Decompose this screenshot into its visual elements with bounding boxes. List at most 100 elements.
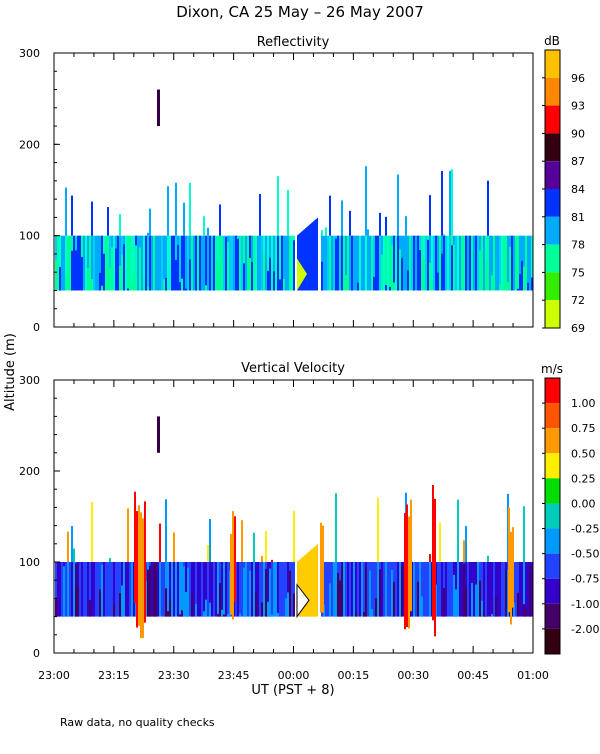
colorbar-segment	[545, 378, 560, 403]
colorbar-segment	[545, 453, 560, 478]
data-cell	[153, 236, 155, 291]
data-cell	[125, 562, 127, 617]
data-cell	[483, 612, 485, 617]
data-cell	[181, 610, 183, 616]
data-cell	[453, 575, 455, 617]
data-cell	[335, 493, 337, 562]
data-cell	[115, 562, 117, 617]
colorbar-label: -0.50	[571, 548, 599, 561]
data-cell	[144, 501, 146, 622]
y-tick-label: 100	[19, 230, 40, 243]
data-cell	[371, 562, 373, 617]
data-cell	[199, 258, 201, 290]
data-cell	[483, 236, 485, 291]
colorbar-label: -0.25	[571, 523, 599, 536]
data-cell	[505, 236, 507, 290]
data-cell	[347, 562, 349, 617]
data-cell	[95, 236, 97, 291]
data-cell	[217, 562, 219, 617]
data-cell	[365, 236, 367, 291]
x-tick-label: 00:45	[457, 669, 489, 682]
x-tick-label: 23:45	[218, 669, 250, 682]
data-cell	[377, 236, 379, 291]
data-cell	[107, 207, 109, 236]
data-cell	[169, 236, 171, 291]
data-cell	[232, 511, 234, 619]
data-cell	[281, 562, 283, 617]
data-cell	[455, 589, 457, 616]
data-cell	[189, 259, 191, 290]
data-cell	[353, 236, 355, 291]
data-cell	[322, 526, 324, 613]
data-cell	[463, 540, 465, 562]
data-cell	[127, 236, 129, 291]
data-cell	[257, 236, 259, 291]
colorbar-label: 0.00	[571, 497, 596, 510]
data-cell	[113, 604, 115, 617]
data-cell	[329, 583, 331, 616]
data-cell	[349, 562, 351, 617]
data-cell	[351, 236, 353, 291]
data-cell	[401, 258, 403, 291]
data-cell	[71, 196, 73, 236]
data-cell	[345, 275, 347, 290]
data-cell	[283, 279, 285, 291]
data-cell	[337, 236, 339, 291]
data-cell	[243, 568, 245, 617]
data-cell	[219, 204, 221, 235]
data-cell	[363, 562, 365, 617]
data-cell	[191, 593, 193, 616]
data-cell	[65, 562, 67, 617]
data-cell	[81, 562, 83, 617]
data-cell	[227, 562, 229, 617]
data-cell	[137, 236, 139, 291]
data-cell	[505, 571, 507, 617]
data-cell	[385, 285, 387, 290]
data-cell	[245, 567, 247, 617]
data-cell	[95, 562, 97, 617]
data-cell	[321, 230, 323, 236]
data-cell	[493, 562, 495, 617]
data-cell	[143, 277, 145, 291]
data-cell	[131, 282, 133, 290]
data-cell	[503, 562, 505, 617]
data-cell	[273, 562, 275, 617]
data-cell	[187, 236, 189, 291]
data-cell	[427, 562, 429, 617]
data-cell	[429, 263, 431, 291]
data-cell	[389, 236, 391, 291]
data-cell	[233, 236, 235, 291]
data-cell	[441, 171, 443, 236]
x-axis-label: UT (PST + 8)	[251, 683, 334, 698]
data-cell	[445, 562, 447, 617]
data-cell	[263, 562, 265, 617]
data-cell	[369, 236, 371, 291]
data-cell	[203, 611, 205, 616]
data-cell	[503, 283, 505, 290]
data-cell	[273, 271, 275, 290]
data-cell	[161, 236, 163, 291]
data-cell	[403, 236, 405, 291]
data-cell	[91, 202, 93, 236]
x-tick-label: 23:00	[38, 669, 70, 682]
data-cell	[347, 236, 349, 291]
data-cell	[423, 562, 425, 617]
data-cell	[357, 283, 359, 291]
data-cell	[249, 258, 251, 291]
data-cell	[205, 236, 207, 291]
data-cell	[355, 562, 357, 617]
footer-note: Raw data, no quality checks	[60, 716, 215, 729]
data-cell	[475, 584, 477, 616]
data-cell	[259, 236, 261, 291]
data-cell	[275, 562, 277, 617]
data-cell	[508, 507, 510, 612]
data-cell	[185, 289, 187, 291]
data-cell	[287, 592, 289, 616]
data-cell	[487, 236, 489, 291]
data-cell	[487, 181, 489, 236]
colorbar-segment	[545, 217, 560, 245]
data-cell	[365, 166, 367, 235]
data-cell	[499, 236, 501, 291]
data-cell	[501, 236, 503, 291]
